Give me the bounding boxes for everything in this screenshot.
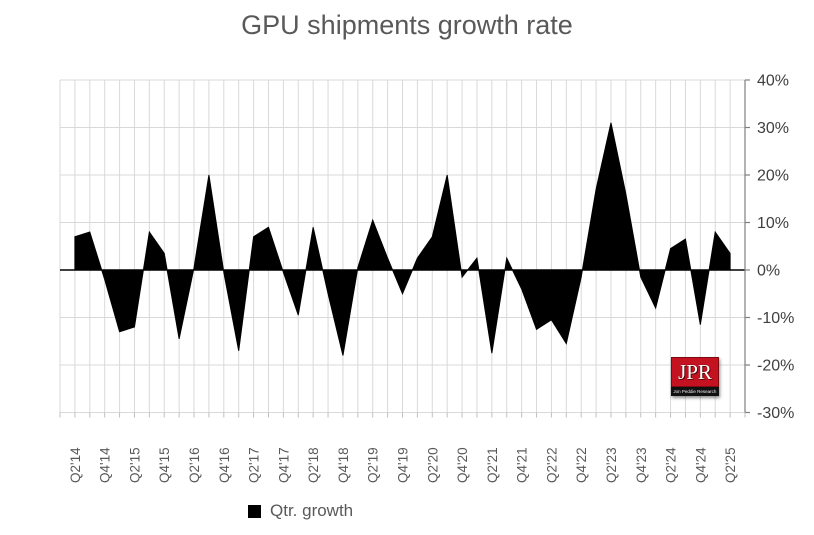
y-tick-label: 30% — [757, 120, 789, 137]
x-tick-label: Q2'17 — [247, 447, 262, 483]
qtr-growth-area-series — [74, 122, 731, 356]
x-tick-label: Q4'24 — [693, 447, 708, 483]
x-tick-label: Q4'18 — [336, 447, 351, 483]
y-tick-label: -20% — [757, 358, 794, 375]
x-tick-label: Q4'20 — [455, 447, 470, 483]
x-tick-label: Q2'21 — [485, 447, 500, 483]
legend-label: Qtr. growth — [270, 501, 354, 520]
chart-title: GPU shipments growth rate — [241, 10, 573, 40]
legend-swatch-icon — [248, 504, 261, 518]
y-tick-label: -10% — [757, 310, 794, 327]
x-tick-label: Q4'19 — [396, 447, 411, 483]
x-tick-label: Q4'16 — [217, 447, 232, 483]
x-tick-label: Q2'14 — [68, 447, 83, 483]
y-tick-label: 20% — [757, 168, 789, 185]
x-tick-label: Q2'20 — [425, 447, 440, 483]
y-tick-label: -30% — [757, 405, 794, 422]
legend: Qtr. growth — [248, 501, 353, 521]
x-tick-label: Q2'16 — [187, 447, 202, 483]
x-tick-label: Q2'23 — [604, 447, 619, 483]
x-tick-label: Q2'24 — [664, 447, 679, 483]
x-tick-label: Q2'25 — [723, 447, 738, 483]
x-tick-label: Q4'17 — [276, 447, 291, 483]
jpr-logo: JPR Jon Peddie Research — [671, 357, 719, 396]
y-tick-label: 10% — [757, 215, 789, 232]
x-tick-label: Q4'21 — [515, 447, 530, 483]
x-tick-label: Q4'22 — [574, 447, 589, 483]
x-tick-label: Q2'18 — [306, 447, 321, 483]
y-tick-label: 40% — [757, 73, 789, 90]
x-tick-label: Q4'14 — [98, 447, 113, 483]
x-tick-label: Q4'15 — [157, 447, 172, 483]
x-tick-label: Q2'19 — [366, 447, 381, 483]
x-tick-label: Q2'22 — [544, 447, 559, 483]
x-tick-label: Q4'23 — [634, 447, 649, 483]
y-tick-label: 0% — [757, 263, 780, 280]
jpr-logo-banner: Jon Peddie Research — [671, 387, 719, 396]
jpr-logo-text: JPR — [678, 359, 712, 384]
x-tick-label: Q2'15 — [127, 447, 142, 483]
jpr-logo-subtext: Jon Peddie Research — [673, 388, 717, 395]
jpr-logo-mark: JPR — [671, 357, 719, 387]
